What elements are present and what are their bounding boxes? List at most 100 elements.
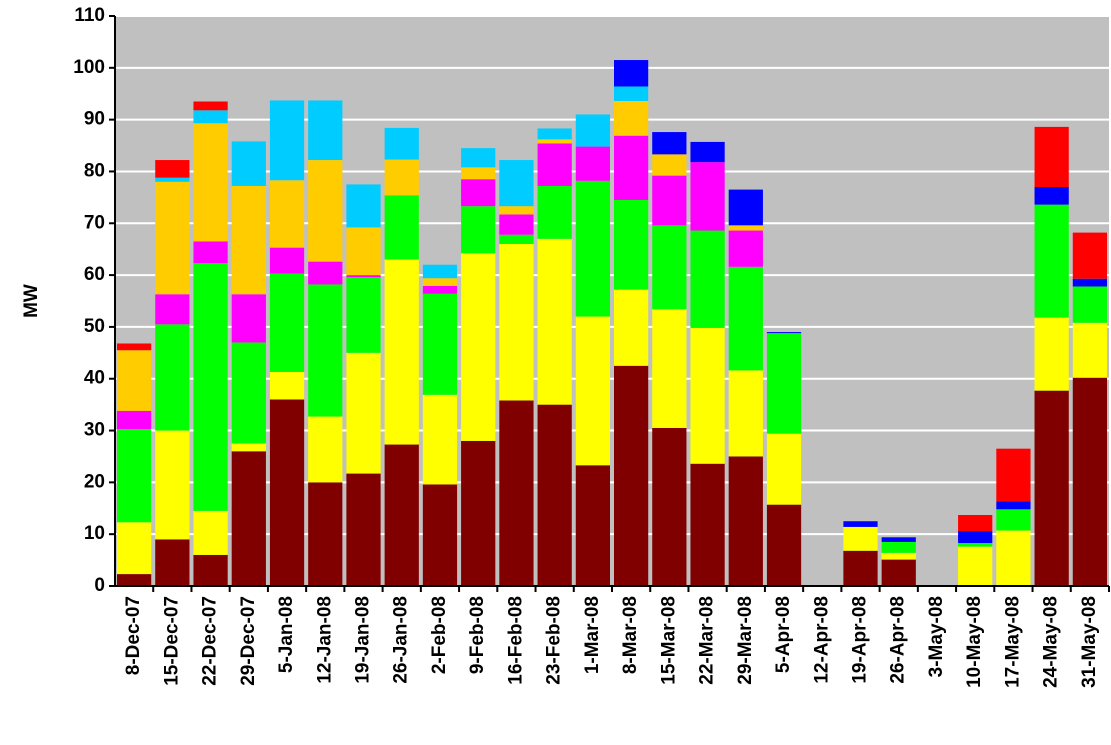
bar-segment [996, 530, 1031, 586]
bar-segment [1072, 278, 1107, 287]
bar-segment [308, 416, 343, 483]
bar-segment [461, 167, 496, 180]
bar-segment [193, 263, 228, 511]
x-tick-label: 3-May-08 [926, 596, 947, 677]
bar-segment [652, 154, 687, 176]
bar-segment [346, 352, 381, 474]
x-tick-label: 15-Dec-07 [161, 596, 182, 686]
bar-segment [1034, 204, 1069, 318]
x-tick-label: 5-Jan-08 [276, 596, 297, 673]
bar-segment [422, 293, 458, 395]
bar-segment [384, 127, 419, 160]
y-tick-label: 70 [84, 212, 105, 233]
bar-segment [499, 206, 534, 215]
bar-segment [231, 342, 266, 444]
x-tick-label: 31-May-08 [1079, 596, 1100, 688]
x-tick-label: 5-Apr-08 [773, 596, 794, 673]
bar-segment [690, 230, 725, 328]
bar-segment [1034, 126, 1069, 187]
bar-segment [614, 199, 649, 290]
bar-segment [499, 160, 534, 207]
bar-segment [308, 284, 343, 417]
bar-segment [652, 427, 687, 586]
bar-segment [537, 139, 572, 144]
x-tick-label: 19-Jan-08 [353, 596, 374, 684]
bar-segment [614, 365, 649, 586]
bar-segment [499, 214, 534, 235]
bar-segment [499, 244, 534, 401]
bar-segment [766, 332, 802, 334]
bar-segment [728, 230, 763, 267]
bar-segment [881, 541, 916, 553]
bar-segment [537, 404, 572, 586]
y-axis-label: MW [21, 284, 42, 318]
bar-segment [728, 456, 763, 586]
bar-segment [346, 473, 381, 586]
bar-segment [193, 110, 228, 124]
bar-segment [269, 399, 305, 586]
bar-segment [346, 184, 381, 228]
bar-segment [690, 162, 725, 231]
y-tick-label: 50 [84, 316, 105, 337]
bar-segment [652, 309, 687, 428]
bar-segment [881, 559, 916, 586]
bar-segment [155, 181, 190, 295]
bar-segment [231, 443, 266, 452]
bar-segment [308, 100, 343, 161]
bar-segment [193, 123, 228, 242]
bar-segment [728, 189, 763, 226]
y-tick-label: 0 [94, 575, 105, 596]
bar-segment [117, 428, 152, 523]
bar-segment [422, 394, 458, 485]
x-tick-label: 8-Dec-07 [123, 596, 144, 675]
bar-segment [614, 289, 649, 366]
x-tick-label: 16-Feb-08 [505, 596, 526, 685]
bar-segment [996, 509, 1031, 531]
bar-segment [346, 277, 381, 353]
bar-segment [461, 148, 496, 168]
bar-segment [537, 143, 572, 186]
bar-segment [384, 195, 419, 260]
bar-segment [461, 253, 496, 441]
bar-segment [117, 522, 152, 575]
bar-segment [422, 264, 458, 279]
bar-segment [193, 241, 228, 264]
x-tick-label: 2-Feb-08 [429, 596, 450, 674]
y-tick-label: 110 [74, 5, 105, 26]
bar-segment [881, 552, 916, 560]
bar-segment [269, 273, 305, 372]
bar-segment [499, 400, 534, 586]
bar-segment [537, 185, 572, 239]
bar-segment [308, 482, 343, 586]
bar-segment [231, 141, 266, 186]
x-tick-label: 22-Dec-07 [200, 596, 221, 686]
bar-segment [958, 515, 993, 532]
bar-segment [652, 132, 687, 155]
bar-segment [269, 100, 305, 181]
bar-segment [384, 259, 419, 445]
bar-segment [384, 444, 419, 586]
bar-segment [1072, 322, 1107, 378]
y-tick-label: 90 [84, 109, 105, 130]
bar-segment [575, 465, 610, 586]
bar-segment [652, 175, 687, 226]
bar-segment [117, 343, 152, 351]
bar-segment [193, 554, 228, 586]
x-tick-label: 10-May-08 [964, 596, 985, 688]
bar-segment [690, 463, 725, 586]
bar-segment [461, 440, 496, 586]
bar-segment [690, 327, 725, 464]
bar-segment [461, 206, 496, 254]
bar-segment [461, 179, 496, 207]
bar-segment [537, 128, 572, 140]
x-tick-label: 22-Mar-08 [697, 596, 718, 685]
bar-segment [575, 316, 610, 466]
bar-segment [728, 266, 763, 371]
bar-segment [155, 324, 190, 431]
bar-segment [575, 146, 610, 181]
bar-segment [1034, 390, 1069, 586]
bar-segment [269, 180, 305, 248]
y-tick-label: 60 [84, 264, 105, 285]
bar-segment [155, 177, 190, 182]
bar-segment [614, 60, 649, 87]
